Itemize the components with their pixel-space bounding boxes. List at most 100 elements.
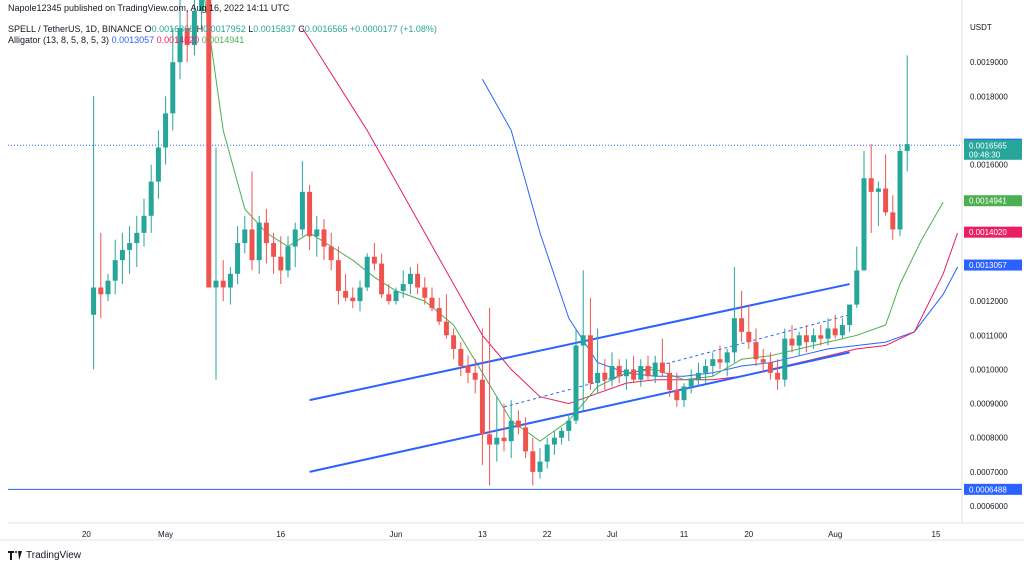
x-tick-label: 15 (932, 530, 941, 539)
x-tick-label: May (158, 530, 173, 539)
currency-label: USDT (970, 23, 992, 32)
candle (659, 338, 665, 377)
x-tick-label: 13 (478, 530, 487, 539)
candle (875, 181, 881, 227)
candle (717, 345, 723, 370)
y-tick-label: 0.0009000 (970, 400, 1008, 409)
candle (235, 226, 241, 285)
candle (544, 437, 550, 469)
candle-body (803, 335, 809, 343)
jaw-value: 0.0013057 (111, 35, 155, 45)
price-label-bg (964, 259, 1022, 271)
countdown-text: 09:48:30 (969, 150, 1001, 159)
candle (811, 328, 817, 349)
candle-body (703, 366, 709, 373)
candle (508, 400, 514, 459)
x-tick-label: 20 (82, 530, 91, 539)
symbol-legend[interactable]: SPELL / TetherUS, 1D, BINANCE O0.0016366… (8, 24, 437, 34)
candle (890, 195, 896, 240)
candle-body (472, 372, 478, 380)
y-tick-label: 0.0012000 (970, 297, 1008, 306)
price-label-text: 0.0013057 (969, 261, 1007, 270)
candle (530, 437, 536, 486)
candle-body (184, 28, 190, 46)
candle (271, 232, 277, 274)
candle-body (487, 434, 493, 445)
candle (170, 28, 176, 131)
candle (861, 150, 867, 271)
candle (127, 226, 133, 274)
candle-body (386, 294, 392, 302)
indicator-name: Alligator (13, 8, 5, 8, 5, 3) (8, 35, 110, 45)
candle-body (688, 379, 694, 387)
candle (458, 342, 464, 377)
candle (263, 208, 269, 264)
candle-body (479, 379, 485, 435)
candle-body (904, 144, 910, 151)
candle-body (789, 338, 795, 346)
candle-body (573, 345, 579, 421)
candle (407, 267, 413, 295)
candle (645, 355, 651, 380)
channel-trendlines[interactable] (309, 283, 850, 473)
candle-body (602, 372, 608, 380)
price-change: +0.0000177 (+1.08%) (349, 24, 437, 34)
candle (573, 328, 579, 425)
candle-body (508, 420, 514, 442)
candle-body (753, 342, 759, 360)
candle (227, 267, 233, 305)
candle-body (847, 304, 853, 326)
candle (256, 215, 262, 274)
x-tick-label: 20 (744, 530, 753, 539)
candle-body (451, 335, 457, 349)
high-value: 0.0017952 (203, 24, 246, 34)
candle-body (839, 325, 845, 336)
candle-body (371, 256, 377, 264)
candle (609, 352, 615, 387)
candle-body (854, 270, 860, 305)
candle (487, 307, 493, 486)
candle-body (587, 335, 593, 384)
candle (667, 362, 673, 397)
candle-body (343, 290, 349, 298)
candle (559, 427, 565, 445)
y-tick-label: 0.0010000 (970, 365, 1008, 374)
axes: 0.0006000 0.0007000 0.0008000 0.0009000 0.00… (0, 0, 1024, 541)
candle (789, 325, 795, 353)
alligator-teeth-line (301, 27, 959, 405)
candle-body (91, 287, 97, 315)
candle (465, 355, 471, 384)
alligator-indicator (204, 0, 959, 442)
x-tick-label: Jul (607, 530, 617, 539)
candle-body (523, 427, 529, 452)
publisher-attribution: Napole12345 published on TradingView.com… (8, 3, 290, 13)
price-label-bg (964, 195, 1022, 207)
candle (350, 287, 356, 308)
candle-body (767, 362, 773, 373)
candle-body (242, 229, 248, 244)
candle-body (775, 372, 781, 380)
candle-body (724, 352, 730, 363)
candle-body (220, 280, 226, 288)
tradingview-logo[interactable]: TradingView (8, 550, 81, 561)
y-tick-label: 0.0011000 (970, 331, 1008, 340)
candle-body (501, 437, 507, 442)
candle (775, 359, 781, 390)
candle (703, 359, 709, 384)
candle-body (213, 280, 219, 288)
candle (638, 359, 644, 387)
candle (299, 161, 305, 237)
candle (904, 55, 910, 172)
candle (249, 171, 255, 271)
candle-body (235, 243, 241, 274)
indicator-legend[interactable]: Alligator (13, 8, 5, 8, 5, 3) 0.0013057 … (8, 35, 244, 45)
price-label-text: 0.0014020 (969, 228, 1007, 237)
candle (472, 359, 478, 394)
candle-body (559, 430, 565, 438)
candle-body (652, 362, 658, 377)
open-value: 0.0016366 (151, 24, 195, 34)
candle (580, 270, 586, 411)
price-label-text: 0.0006488 (969, 485, 1007, 494)
candle-body (818, 335, 824, 339)
